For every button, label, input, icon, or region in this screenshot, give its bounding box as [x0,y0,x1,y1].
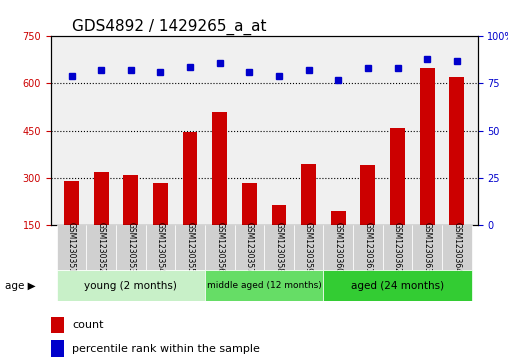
Bar [272,205,287,225]
Bar [450,77,464,225]
Text: GSM1230353: GSM1230353 [126,222,135,273]
Bar [390,127,405,225]
Text: GSM1230359: GSM1230359 [304,222,313,273]
Bar [51,317,64,333]
FancyBboxPatch shape [353,225,383,270]
Text: GDS4892 / 1429265_a_at: GDS4892 / 1429265_a_at [72,19,267,35]
FancyBboxPatch shape [442,225,471,270]
Bar [331,211,345,225]
FancyBboxPatch shape [235,225,264,270]
Bar [301,164,316,225]
Text: GSM1230352: GSM1230352 [97,222,106,273]
Text: age ▶: age ▶ [5,281,36,291]
Text: GSM1230356: GSM1230356 [215,222,224,273]
FancyBboxPatch shape [116,225,146,270]
FancyBboxPatch shape [294,225,324,270]
Text: count: count [72,321,104,330]
Text: GSM1230363: GSM1230363 [423,222,432,273]
Text: GSM1230360: GSM1230360 [334,222,343,273]
Bar [153,183,168,225]
FancyBboxPatch shape [86,225,116,270]
Text: middle aged (12 months): middle aged (12 months) [207,281,322,290]
FancyBboxPatch shape [57,270,205,301]
Bar [51,340,64,357]
Text: GSM1230361: GSM1230361 [363,222,372,273]
Text: GSM1230362: GSM1230362 [393,222,402,273]
Bar [183,132,198,225]
FancyBboxPatch shape [383,225,412,270]
FancyBboxPatch shape [264,225,294,270]
FancyBboxPatch shape [324,270,471,301]
Text: GSM1230364: GSM1230364 [452,222,461,273]
FancyBboxPatch shape [412,225,442,270]
Text: aged (24 months): aged (24 months) [351,281,444,291]
FancyBboxPatch shape [324,225,353,270]
Bar [94,172,109,225]
Bar [361,165,375,225]
FancyBboxPatch shape [205,270,324,301]
Bar [123,175,138,225]
Text: GSM1230357: GSM1230357 [245,222,254,273]
FancyBboxPatch shape [205,225,235,270]
Text: GSM1230355: GSM1230355 [185,222,195,273]
Bar [420,68,434,225]
Text: GSM1230358: GSM1230358 [274,222,283,273]
Bar [212,112,227,225]
Text: percentile rank within the sample: percentile rank within the sample [72,344,260,354]
FancyBboxPatch shape [57,225,86,270]
Text: GSM1230351: GSM1230351 [67,222,76,273]
Bar [242,183,257,225]
Text: young (2 months): young (2 months) [84,281,177,291]
FancyBboxPatch shape [146,225,175,270]
Bar [64,181,79,225]
FancyBboxPatch shape [175,225,205,270]
Text: GSM1230354: GSM1230354 [156,222,165,273]
